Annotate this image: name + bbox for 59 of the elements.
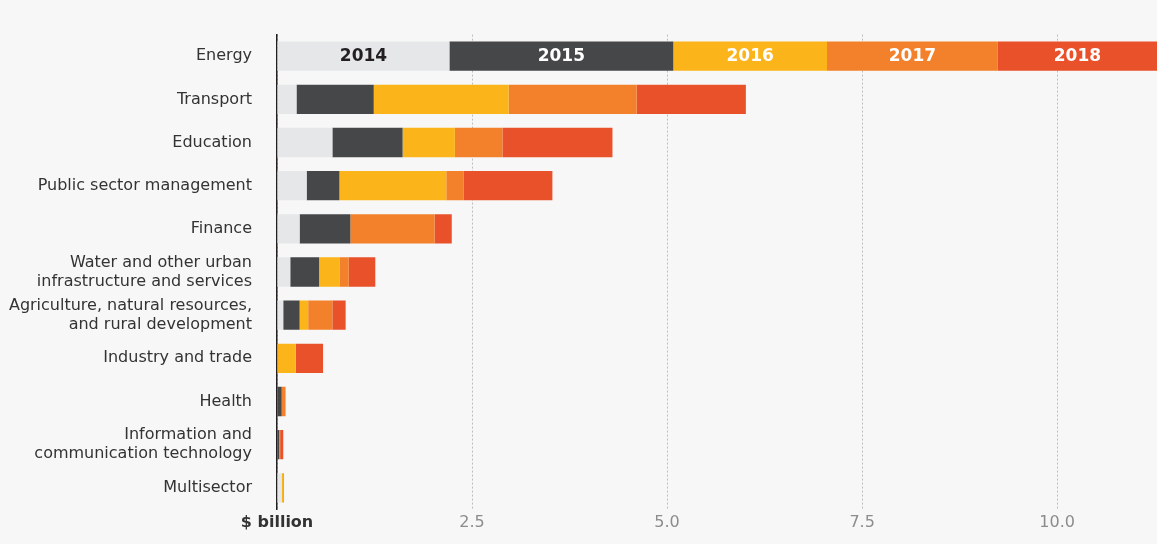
bar: [673, 41, 827, 71]
series-label: 2014: [339, 44, 388, 65]
bar: [350, 214, 435, 244]
bar: [348, 257, 376, 287]
y-tick-label: Transport: [175, 88, 252, 108]
bar: [463, 171, 553, 201]
bar: [502, 127, 613, 158]
bar: [277, 214, 300, 244]
y-tick-label: Public sector management: [37, 174, 252, 194]
bar: [281, 386, 286, 417]
bar: [277, 386, 282, 417]
bar: [339, 171, 447, 201]
bar: [299, 300, 309, 330]
bar: [319, 257, 340, 287]
bar: [402, 127, 455, 158]
x-tick-label: 2.5: [459, 512, 485, 532]
y-tick-label: Agriculture, natural resources, and rural development: [8, 294, 252, 333]
bar: [277, 84, 297, 115]
bar: [449, 41, 674, 71]
y-tick-label: Information and communication technology: [34, 424, 252, 463]
y-tick-label: Energy: [195, 45, 252, 65]
y-tick-label: Health: [199, 390, 252, 410]
bar: [306, 171, 340, 201]
bar: [283, 300, 300, 330]
bar: [332, 127, 403, 158]
y-tick-label: Education: [172, 131, 252, 151]
bar: [636, 84, 746, 115]
x-tick-label: 10.0: [1039, 512, 1075, 532]
bar: [997, 41, 1157, 71]
bar: [332, 300, 346, 330]
bar: [308, 300, 333, 330]
bar: [296, 84, 374, 115]
series-label: 2015: [537, 44, 586, 65]
y-tick-label: Finance: [190, 217, 252, 237]
bar: [277, 171, 307, 201]
bar: [277, 343, 296, 373]
bar: [299, 214, 351, 244]
bar: [508, 84, 637, 115]
bar: [446, 171, 464, 201]
bar: [339, 257, 349, 287]
x-tick-label: 5.0: [654, 512, 680, 532]
series-label: 2018: [1053, 44, 1102, 65]
bar: [295, 343, 324, 373]
series-label: 2017: [888, 44, 937, 65]
bar: [434, 214, 452, 244]
bar: [277, 127, 333, 158]
bar: [373, 84, 509, 115]
bar: [454, 127, 503, 158]
bar: [277, 473, 282, 503]
y-tick-label: Multisector: [163, 476, 253, 496]
series-label: 2016: [726, 44, 774, 65]
bar: [277, 257, 291, 287]
bar: [290, 257, 320, 287]
bar: [277, 41, 450, 71]
bar: [827, 41, 998, 71]
x-tick-label: $ billion: [240, 512, 314, 532]
x-tick-label: 7.5: [849, 512, 875, 532]
y-tick-label: Industry and trade: [103, 347, 252, 367]
y-tick-label: Water and other urban infrastructure and services: [36, 251, 252, 290]
